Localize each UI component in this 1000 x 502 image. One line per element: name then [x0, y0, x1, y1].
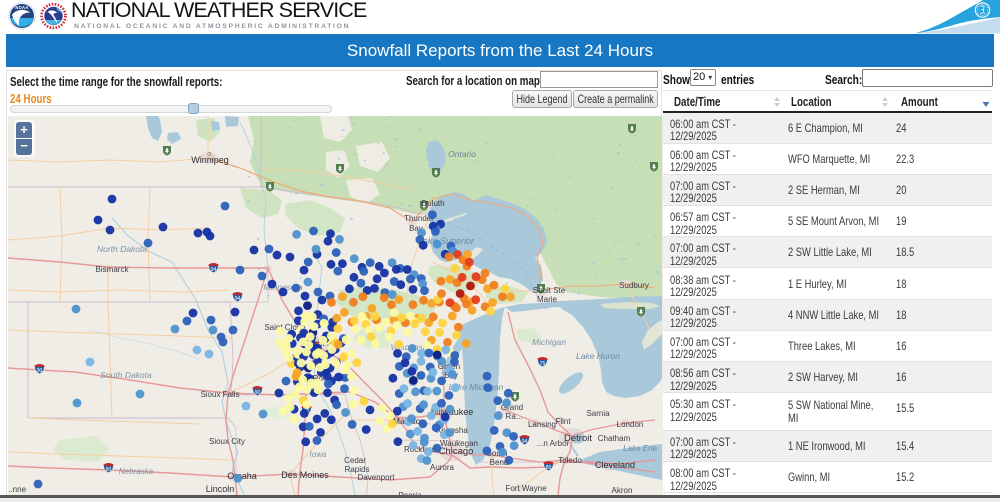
- svg-text:...nne: ...nne: [8, 485, 27, 494]
- svg-text:Bay: Bay: [409, 224, 423, 233]
- svg-text:St Paul: St Paul: [317, 339, 343, 348]
- svg-text:Ontario: Ontario: [448, 149, 476, 159]
- svg-text:Minnesota: Minnesota: [263, 282, 302, 292]
- svg-text:94: 94: [235, 296, 241, 302]
- svg-text:Iowa: Iowa: [310, 450, 327, 459]
- svg-text:Lake Superior: Lake Superior: [418, 236, 475, 246]
- svg-text:Lake Erie: Lake Erie: [623, 444, 657, 453]
- svg-text:Marie: Marie: [537, 295, 558, 304]
- svg-text:Chicago: Chicago: [439, 446, 474, 457]
- svg-text:North Dakota: North Dakota: [97, 244, 147, 254]
- svg-text:94: 94: [522, 439, 528, 445]
- svg-text:London: London: [617, 420, 644, 429]
- svg-text:Chatham: Chatham: [598, 434, 631, 443]
- svg-text:80: 80: [106, 467, 112, 473]
- svg-text:Duluth: Duluth: [421, 199, 444, 208]
- svg-text:Sioux Falls: Sioux Falls: [200, 390, 239, 399]
- svg-text:Bismarck: Bismarck: [96, 265, 130, 274]
- svg-text:...n Arbor: ...n Arbor: [537, 439, 570, 448]
- svg-text:Peoria: Peoria: [398, 491, 422, 495]
- svg-text:Ra...: Ra...: [506, 412, 523, 421]
- svg-text:Saint Cloud: Saint Cloud: [264, 323, 305, 332]
- svg-text:Waukegan: Waukegan: [440, 439, 478, 448]
- svg-text:Michigan: Michigan: [532, 337, 566, 347]
- svg-text:Rockford: Rockford: [404, 445, 436, 454]
- svg-text:Nebraska: Nebraska: [119, 467, 154, 476]
- svg-text:Cedar: Cedar: [344, 456, 366, 465]
- svg-text:Sudbury: Sudbury: [619, 281, 649, 290]
- svg-text:75: 75: [540, 361, 546, 367]
- svg-text:Akron: Akron: [612, 486, 633, 495]
- svg-text:Thunder: Thunder: [404, 214, 434, 223]
- svg-text:Davenport: Davenport: [358, 473, 396, 482]
- svg-text:90: 90: [255, 390, 261, 396]
- svg-text:Detroit: Detroit: [564, 433, 592, 444]
- svg-text:Winnipeg: Winnipeg: [191, 155, 229, 165]
- svg-text:Lake Michigan: Lake Michigan: [449, 382, 504, 392]
- svg-text:Rapids: Rapids: [345, 465, 370, 474]
- svg-text:NOAA: NOAA: [15, 5, 28, 10]
- svg-text:Sault Ste: Sault Ste: [533, 286, 566, 295]
- svg-text:Des Moines: Des Moines: [281, 470, 329, 480]
- svg-text:Aurora: Aurora: [430, 463, 455, 472]
- svg-text:Grand: Grand: [501, 403, 523, 412]
- svg-text:Lincoln: Lincoln: [206, 484, 235, 494]
- svg-text:Sarnia: Sarnia: [586, 409, 610, 418]
- svg-text:South Dakota: South Dakota: [100, 370, 152, 380]
- svg-text:Bend: Bend: [490, 458, 509, 467]
- svg-text:Lansing: Lansing: [528, 420, 556, 429]
- svg-text:Lake Huron: Lake Huron: [576, 351, 620, 361]
- svg-text:Omaha: Omaha: [227, 471, 257, 481]
- svg-text:Fort Wayne: Fort Wayne: [505, 484, 547, 493]
- svg-text:94: 94: [211, 267, 217, 273]
- svg-text:South: South: [487, 449, 508, 458]
- svg-text:80: 80: [546, 465, 552, 471]
- svg-text:90: 90: [37, 368, 43, 374]
- svg-text:Toledo: Toledo: [558, 456, 582, 465]
- svg-text:Flint: Flint: [555, 417, 571, 426]
- svg-text:Sioux City: Sioux City: [209, 437, 245, 446]
- svg-text:Cleveland: Cleveland: [595, 460, 635, 470]
